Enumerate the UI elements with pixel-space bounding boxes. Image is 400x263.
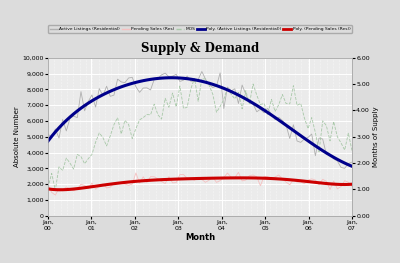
Y-axis label: Absolute Number: Absolute Number: [14, 107, 20, 167]
Legend: Active Listings (Residential), Pending Sales (Res), MOS, Poly. (Active Listings : Active Listings (Residential), Pending S…: [48, 25, 352, 33]
Title: Supply & Demand: Supply & Demand: [141, 42, 259, 55]
Y-axis label: Months of Supply: Months of Supply: [373, 107, 379, 167]
X-axis label: Month: Month: [185, 233, 215, 242]
